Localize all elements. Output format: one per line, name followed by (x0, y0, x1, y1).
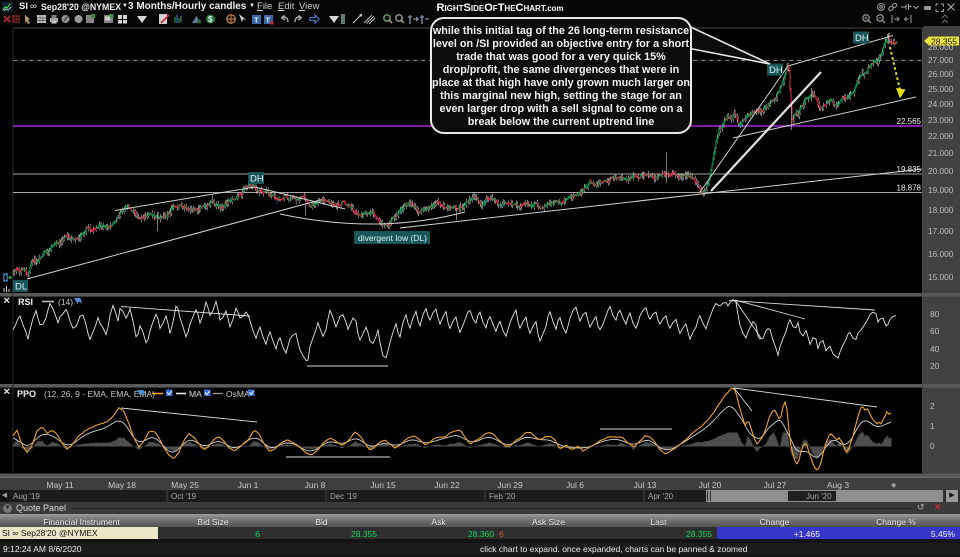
svg-text:18.878: 18.878 (897, 184, 922, 193)
svg-text:27.000: 27.000 (928, 55, 954, 65)
svg-text:22.565: 22.565 (897, 117, 922, 126)
svg-text:24.000: 24.000 (928, 99, 954, 109)
svg-text:18.000: 18.000 (928, 205, 954, 215)
svg-text:DH: DH (769, 65, 783, 76)
svg-text:divergent low (DL): divergent low (DL) (358, 233, 427, 243)
svg-text:80: 80 (930, 309, 940, 319)
svg-text:25.000: 25.000 (928, 84, 954, 94)
svg-text:26.000: 26.000 (928, 69, 954, 79)
svg-text:(14): (14) (58, 297, 73, 307)
svg-text:60: 60 (930, 326, 940, 336)
svg-text:DL: DL (15, 282, 27, 293)
svg-text:DH: DH (855, 33, 869, 44)
svg-text:40: 40 (930, 344, 940, 354)
svg-text:DH: DH (250, 174, 264, 185)
svg-text:T: T (266, 16, 271, 25)
svg-text:T: T (254, 16, 259, 25)
svg-text:17.000: 17.000 (928, 226, 954, 236)
svg-text:22.000: 22.000 (928, 131, 954, 141)
svg-text:✕: ✕ (3, 387, 11, 397)
svg-text:21.000: 21.000 (928, 148, 954, 158)
svg-text:28.000: 28.000 (928, 42, 954, 52)
svg-text:MA: MA (189, 389, 202, 399)
svg-text:OsMA: OsMA (226, 389, 250, 399)
svg-text:20: 20 (930, 361, 940, 371)
svg-text:RSI: RSI (18, 297, 33, 307)
svg-text:28.355: 28.355 (931, 37, 957, 47)
svg-text:15.000: 15.000 (928, 272, 954, 282)
svg-text:✕: ✕ (3, 296, 11, 306)
svg-text:0: 0 (930, 441, 935, 451)
svg-text:23.000: 23.000 (928, 115, 954, 125)
svg-text:PPO: PPO (17, 389, 36, 399)
svg-text:1: 1 (930, 421, 935, 431)
svg-text:$: $ (208, 15, 213, 24)
svg-text:20.000: 20.000 (928, 166, 954, 176)
svg-text:(12, 26, 9 - EMA, EMA, EMA): (12, 26, 9 - EMA, EMA, EMA) (44, 389, 155, 399)
svg-text:19.000: 19.000 (928, 185, 954, 195)
svg-text:16.000: 16.000 (928, 249, 954, 259)
svg-text:19.835: 19.835 (897, 165, 922, 174)
svg-text:2: 2 (930, 401, 935, 411)
